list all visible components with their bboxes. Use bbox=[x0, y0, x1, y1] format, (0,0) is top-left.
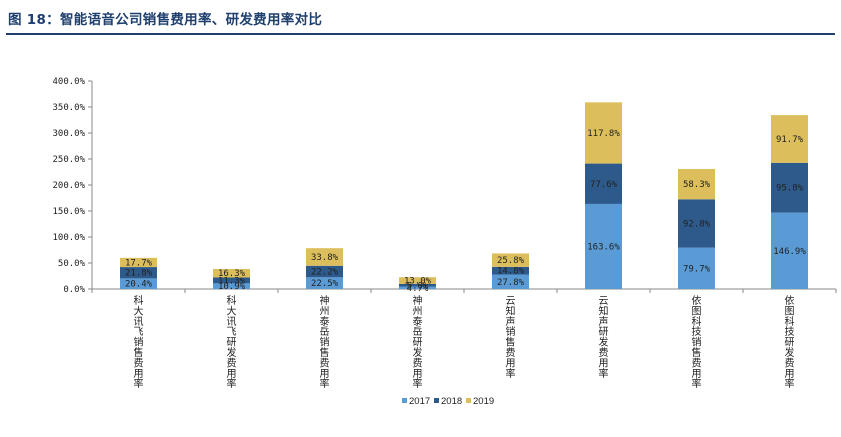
data-label-2019-7: 58.3% bbox=[683, 180, 711, 190]
data-label-2017-5: 27.8% bbox=[497, 278, 525, 288]
bar-2019-6 bbox=[585, 102, 622, 164]
category-label-3: 神州泰岳销售费用率 bbox=[320, 294, 330, 390]
bar-2017-8 bbox=[771, 212, 808, 289]
legend-swatch-2019 bbox=[466, 398, 471, 403]
data-label-2018-6: 77.6% bbox=[590, 180, 618, 190]
bar-2017-4 bbox=[399, 286, 436, 289]
bar-2017-6 bbox=[585, 203, 622, 289]
x-axis bbox=[91, 288, 837, 293]
data-label-2018-4: 5.0% bbox=[407, 281, 429, 291]
bar-2019-7 bbox=[678, 168, 715, 200]
data-label-2018-5: 14.8% bbox=[497, 267, 525, 277]
y-tick-label: 400.0% bbox=[52, 77, 85, 87]
bar-2017-5 bbox=[492, 274, 529, 289]
bar-2019-8 bbox=[771, 115, 808, 163]
data-label-2018-2: 11.3% bbox=[218, 276, 246, 286]
bar-2019-5 bbox=[492, 253, 529, 267]
data-label-2019-8: 91.7% bbox=[776, 135, 804, 145]
bar-2019-2 bbox=[213, 268, 250, 278]
category-label-1: 科大讯飞销售费用率 bbox=[134, 294, 144, 390]
y-tick-label: 150.0% bbox=[52, 207, 85, 217]
data-label-2019-3: 33.8% bbox=[311, 253, 339, 263]
data-label-2017-3: 22.5% bbox=[311, 279, 339, 289]
bars bbox=[120, 102, 808, 289]
y-axis: 0.0% 50.0% 100.0% 150.0% 200.0% 250.0% 300.0% 3… bbox=[52, 77, 93, 295]
data-label-2017-1: 20.4% bbox=[125, 280, 153, 290]
data-label-2018-3: 22.2% bbox=[311, 268, 339, 278]
bar-2017-7 bbox=[678, 247, 715, 289]
category-label-6: 云知声研发费用率 bbox=[599, 296, 609, 380]
data-label-2017-4: 4.7% bbox=[407, 284, 429, 294]
legend-label-2017: 2017 bbox=[409, 396, 430, 407]
y-tick-label: 350.0% bbox=[52, 103, 85, 113]
data-label-2019-4: 13.0% bbox=[404, 277, 432, 287]
category-label-2: 科大讯飞研发费用率 bbox=[227, 294, 237, 390]
bar-2019-1 bbox=[120, 257, 157, 268]
data-label-2019-6: 117.8% bbox=[587, 129, 620, 139]
y-tick-label: 0.0% bbox=[63, 285, 85, 295]
bar-2019-3 bbox=[306, 248, 343, 266]
bar-2017-2 bbox=[213, 283, 250, 289]
category-labels: 科大讯飞销售费用率 科大讯飞研发费用率 神州泰岳销售费用率 神州泰岳研发费用率 云知声销… bbox=[134, 294, 795, 390]
bar-2018-4 bbox=[399, 283, 436, 287]
bar-2019-4 bbox=[399, 277, 436, 284]
data-label-2019-1: 17.7% bbox=[125, 258, 153, 268]
bar-2018-2 bbox=[213, 277, 250, 284]
bar-2018-6 bbox=[585, 163, 622, 204]
data-label-2018-8: 95.8% bbox=[776, 184, 804, 194]
y-tick-label: 250.0% bbox=[52, 155, 85, 165]
legend: 2017 2018 2019 bbox=[402, 396, 494, 407]
bar-2018-3 bbox=[306, 265, 343, 278]
category-label-5: 云知声销售费用率 bbox=[506, 296, 516, 380]
legend-swatch-2017 bbox=[402, 398, 407, 403]
category-label-7: 依图科技销售费用率 bbox=[692, 294, 702, 390]
bar-2018-5 bbox=[492, 266, 529, 275]
data-label-2018-7: 92.8% bbox=[683, 219, 711, 229]
bar-2018-8 bbox=[771, 162, 808, 213]
data-label-2019-5: 25.8% bbox=[497, 256, 525, 266]
bar-2017-3 bbox=[306, 277, 343, 289]
bar-2018-1 bbox=[120, 267, 157, 279]
y-tick-label: 100.0% bbox=[52, 233, 85, 243]
data-label-2017-8: 146.9% bbox=[773, 247, 806, 257]
y-tick-label: 200.0% bbox=[52, 181, 85, 191]
category-label-4: 神州泰岳研发费用率 bbox=[413, 294, 423, 390]
data-label-2017-7: 79.7% bbox=[683, 264, 711, 274]
data-label-2018-1: 21.8% bbox=[125, 269, 153, 279]
legend-label-2018: 2018 bbox=[441, 396, 462, 407]
bar-2018-7 bbox=[678, 199, 715, 248]
data-label-2017-6: 163.6% bbox=[587, 242, 620, 252]
figure-title: 图 18：智能语音公司销售费用率、研发费用率对比 bbox=[8, 12, 323, 28]
category-label-8: 依图科技研发费用率 bbox=[785, 294, 795, 390]
data-labels: 20.4%21.8%17.7% 10.9%11.3%16.3% 22.5%22.2%… bbox=[125, 129, 806, 294]
y-tick-label: 50.0% bbox=[58, 259, 86, 269]
legend-swatch-2018 bbox=[434, 398, 439, 403]
data-label-2017-2: 10.9% bbox=[218, 282, 246, 292]
data-label-2019-2: 16.3% bbox=[218, 269, 246, 279]
title-underline bbox=[6, 33, 835, 35]
y-tick-label: 300.0% bbox=[52, 129, 85, 139]
legend-label-2019: 2019 bbox=[473, 396, 494, 407]
bar-2017-1 bbox=[120, 278, 157, 289]
